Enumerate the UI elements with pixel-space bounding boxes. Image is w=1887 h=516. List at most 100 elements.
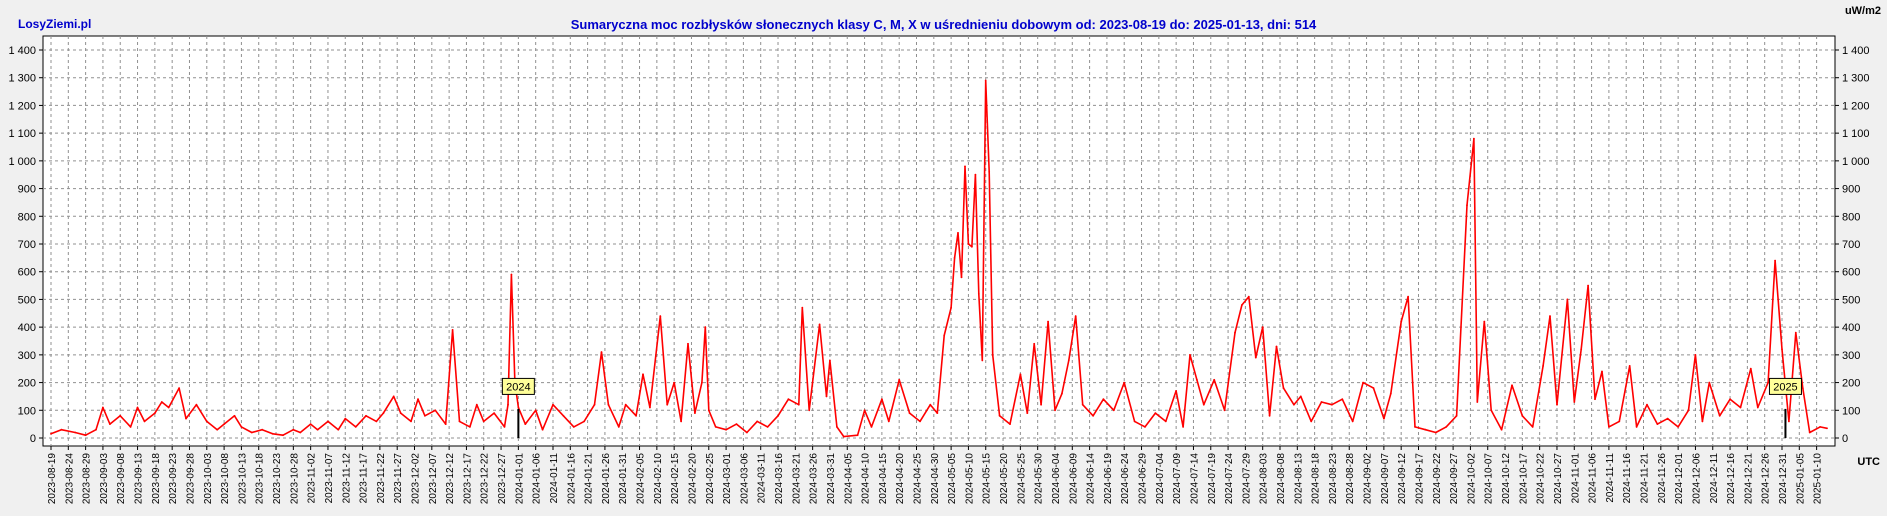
data-point — [1102, 398, 1105, 401]
data-point — [957, 232, 959, 234]
data-point — [1133, 420, 1136, 423]
x-tick-label: 2024-09-22 — [1432, 453, 1443, 505]
data-point — [714, 426, 717, 428]
data-point — [1729, 398, 1731, 401]
x-tick-label: 2024-09-02 — [1363, 453, 1374, 505]
x-tick-label: 2024-03-31 — [826, 453, 837, 505]
plot-area — [42, 35, 1836, 447]
x-tick-label: 2024-07-29 — [1241, 453, 1252, 505]
x-tick-label: 2024-06-14 — [1086, 453, 1097, 505]
y-tick-label-right: 400 — [1842, 322, 1860, 334]
x-tick-label: 2024-05-25 — [1016, 453, 1027, 505]
y-tick-label-left: 600 — [18, 267, 36, 279]
x-tick-label: 2023-11-27 — [393, 453, 404, 504]
data-point — [410, 420, 412, 423]
data-point — [1580, 348, 1583, 351]
data-point — [1223, 409, 1226, 412]
x-tick-label: 2024-03-11 — [757, 453, 768, 504]
data-point — [607, 403, 610, 406]
x-tick-label: 2023-12-27 — [497, 453, 508, 505]
data-point — [1500, 428, 1503, 431]
x-tick-label: 2024-03-21 — [791, 453, 802, 505]
data-point — [1573, 401, 1576, 403]
x-tick-label: 2024-04-20 — [895, 453, 906, 505]
x-tick-label: 2023-10-18 — [255, 453, 266, 505]
x-tick-label: 2023-10-23 — [272, 453, 283, 505]
x-tick-label: 2024-05-10 — [964, 453, 975, 505]
data-point — [1400, 320, 1403, 323]
y-tick-label-right: 1 200 — [1842, 100, 1870, 112]
data-point — [583, 420, 585, 423]
y-tick-label-right: 800 — [1842, 211, 1860, 223]
unit-label: uW/m2 — [1844, 5, 1881, 17]
data-point — [1687, 409, 1690, 412]
x-tick-label: 2024-03-06 — [739, 453, 750, 505]
x-tick-label: 2024-02-15 — [670, 453, 681, 505]
x-tick-label: 2024-03-01 — [722, 453, 733, 505]
data-point — [746, 431, 748, 434]
x-tick-label: 2024-12-11 — [1709, 453, 1720, 504]
data-point — [680, 420, 682, 423]
data-point — [1476, 401, 1479, 403]
data-point — [1061, 392, 1063, 395]
series-group — [50, 79, 1828, 438]
x-tick-label: 2024-05-20 — [999, 453, 1010, 505]
data-point — [1434, 431, 1437, 434]
data-point — [1154, 412, 1157, 414]
y-tick-label-left: 500 — [18, 294, 36, 306]
x-tick-label: 2024-10-07 — [1484, 453, 1495, 505]
data-point — [998, 414, 1001, 417]
y-tick-label-left: 1 400 — [8, 45, 36, 57]
data-point — [382, 412, 385, 414]
data-point — [250, 431, 253, 434]
data-point — [1701, 420, 1704, 423]
data-point — [1213, 378, 1216, 381]
y-tick-label-left: 400 — [18, 322, 36, 334]
x-tick-label: 2024-03-16 — [774, 453, 785, 505]
x-tick-label: 2024-01-01 — [514, 453, 525, 505]
data-point — [1081, 403, 1084, 406]
data-point — [119, 414, 122, 417]
data-point — [971, 245, 973, 248]
data-point — [309, 423, 312, 425]
data-point — [167, 406, 170, 409]
data-point — [642, 373, 644, 376]
x-tick-label: 2024-04-05 — [843, 453, 854, 505]
data-point — [1511, 384, 1513, 387]
x-tick-label: 2024-06-19 — [1103, 453, 1114, 505]
data-point — [74, 431, 77, 434]
data-point — [493, 412, 495, 414]
x-tick-label: 2024-11-06 — [1588, 453, 1599, 504]
data-point — [399, 412, 402, 414]
data-point — [1362, 381, 1364, 384]
data-point — [1531, 426, 1534, 428]
data-point — [1351, 420, 1354, 423]
x-tick-label: 2024-02-25 — [705, 453, 716, 505]
x-tick-label: 2023-08-29 — [82, 453, 93, 505]
data-point — [195, 403, 198, 406]
y-tick-label-right: 500 — [1842, 294, 1860, 306]
data-point — [797, 403, 800, 406]
site-logo[interactable]: LosyZiemi.pl — [18, 17, 92, 31]
data-point — [808, 409, 811, 412]
data-point — [154, 412, 156, 414]
x-tick-label: 2024-12-06 — [1691, 453, 1702, 505]
data-point — [977, 293, 980, 295]
data-point — [659, 315, 662, 317]
data-point — [469, 426, 471, 428]
x-tick-label: 2024-08-13 — [1293, 453, 1304, 505]
data-point — [1466, 204, 1468, 207]
data-point — [451, 329, 454, 331]
data-point — [1164, 420, 1167, 423]
x-tick-label: 2024-08-08 — [1276, 453, 1287, 505]
data-point — [354, 426, 357, 428]
data-point — [1202, 403, 1205, 406]
data-point — [666, 403, 669, 406]
series-line — [50, 79, 1828, 438]
x-tick-label: 2023-11-17 — [359, 453, 370, 504]
x-tick-label: 2025-01-10 — [1813, 453, 1824, 505]
data-point — [1182, 426, 1184, 428]
data-point — [517, 406, 520, 409]
data-point — [102, 406, 104, 409]
x-tick-label: 2024-03-26 — [809, 453, 820, 505]
